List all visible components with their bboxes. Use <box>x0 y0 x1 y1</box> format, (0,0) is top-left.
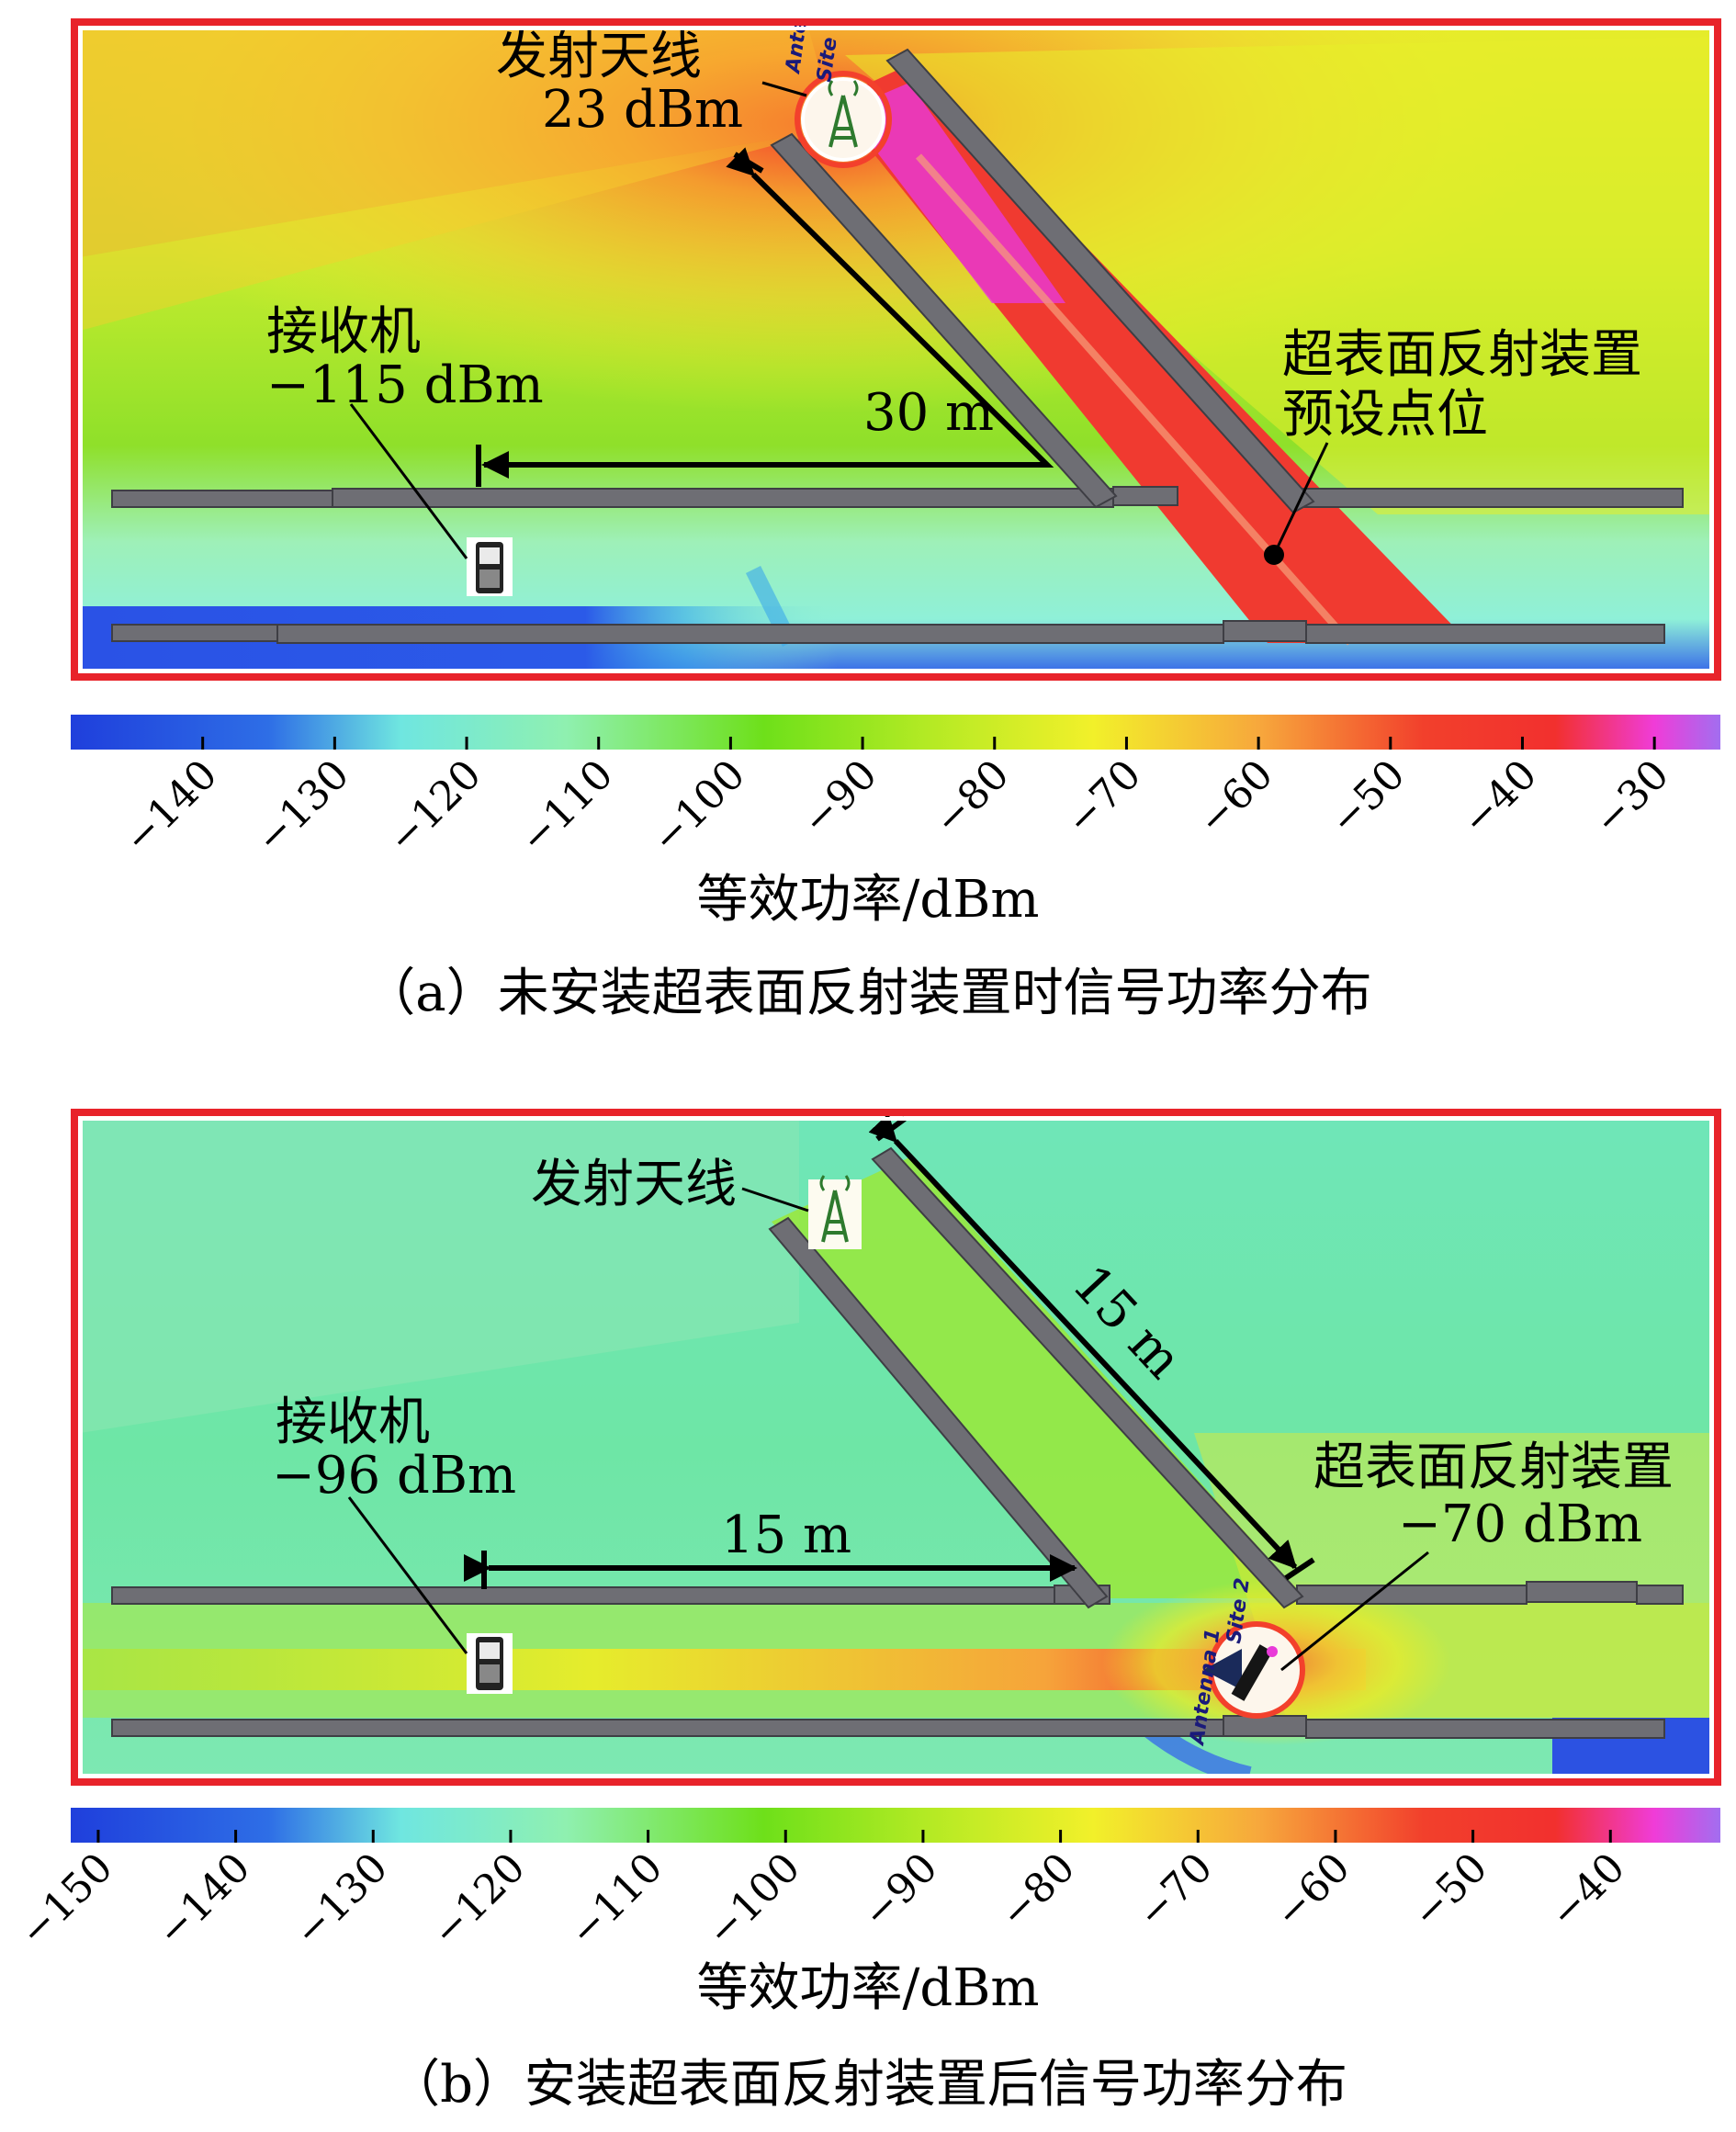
colorbar-tick-label: −60 <box>1189 751 1282 845</box>
transmitter-icon-b <box>808 1175 862 1249</box>
rx-label-b: 接收机 <box>276 1393 430 1452</box>
colorbar-a-label: 等效功率/dBm <box>697 870 1040 930</box>
caption-a: （a）未安装超表面反射装置时信号功率分布 <box>364 964 1371 1023</box>
colorbar-tick-label: −90 <box>793 751 886 845</box>
colorbar-tick-label: −40 <box>1453 751 1547 845</box>
colorbar-a-ticks: −140 −130 −120 −110 −100 −90 −80 −70 −60 −50 −40 −3… <box>115 737 1678 863</box>
panel-a-frame <box>71 18 1721 681</box>
metasurface-label-b: 超表面反射装置 <box>1313 1438 1674 1497</box>
metasurface-reflector-icon <box>1203 1621 1305 1719</box>
colorbar-tick-label: −100 <box>698 1844 810 1957</box>
rx-power-b: −96 dBm <box>272 1446 516 1506</box>
colorbar-tick-label: −90 <box>853 1844 947 1938</box>
colorbar-tick-label: −130 <box>247 751 359 863</box>
distance-arrow-15m-diagonal <box>868 1113 1315 1581</box>
colorbar-tick-label: −100 <box>643 751 755 863</box>
colorbar-tick-label: −80 <box>925 751 1019 845</box>
colorbar-tick-label: −60 <box>1266 1844 1359 1938</box>
colorbar-tick-label: −30 <box>1584 751 1678 845</box>
caption-b: （b）安装超表面反射装置后信号功率分布 <box>389 2055 1347 2115</box>
colorbar-tick-label: −50 <box>1403 1844 1497 1938</box>
colorbar-tick-label: −110 <box>511 751 623 863</box>
rx-pointer-b <box>347 1496 468 1654</box>
metasurface-pointer <box>1272 442 1329 556</box>
metasurface-preset-label: 预设点位 <box>1282 385 1488 445</box>
colorbar-tick-label: −40 <box>1540 1844 1634 1938</box>
distance-label: 30 m <box>863 383 994 443</box>
distance-label-b-horizontal: 15 m <box>721 1506 851 1565</box>
colorbar-b <box>71 1808 1720 1843</box>
colorbar-tick-label: −140 <box>115 751 227 863</box>
rx-pointer <box>349 403 468 559</box>
colorbar-tick-label: −70 <box>1128 1844 1222 1938</box>
colorbar-tick-label: −80 <box>991 1844 1085 1938</box>
tx-label-b: 发射天线 <box>531 1155 737 1214</box>
metasurface-power-b: −70 dBm <box>1398 1495 1642 1554</box>
receiver-phone-icon-b <box>467 1633 513 1694</box>
receiver-phone-icon <box>467 537 513 596</box>
distance-arrow-30m <box>476 147 1054 487</box>
metasurface-preset-point <box>1264 545 1284 565</box>
colorbar-tick-label: −140 <box>148 1844 260 1957</box>
transmitter-icon <box>795 71 892 168</box>
colorbar-tick-label: −70 <box>1056 751 1150 845</box>
metasurface-label: 超表面反射装置 <box>1282 325 1642 385</box>
panel-a-walls <box>111 48 1684 644</box>
metasurface-pointer-b <box>1280 1551 1429 1672</box>
panel-b-inner-frame <box>79 1117 1713 1777</box>
tx-pointer <box>761 81 807 97</box>
panel-a-inner-frame <box>79 27 1713 672</box>
colorbar-tick-label: −120 <box>423 1844 535 1957</box>
rx-power: −115 dBm <box>266 355 544 415</box>
colorbar-a <box>71 715 1720 750</box>
tx-pointer-b <box>741 1187 809 1213</box>
colorbar-tick-label: −110 <box>560 1844 672 1957</box>
colorbar-tick-label: −130 <box>286 1844 398 1957</box>
colorbar-tick-label: −120 <box>378 751 490 863</box>
colorbar-tick-label: −150 <box>10 1844 122 1957</box>
rx-label: 接收机 <box>266 302 421 362</box>
colorbar-b-ticks: −150 −140 −130 −120 −110 −100 −90 −80 −70 −60 −50−… <box>10 1830 1634 1956</box>
tx-power: 23 dBm <box>542 80 743 140</box>
tx-label: 发射天线 <box>496 27 702 86</box>
colorbar-b-label: 等效功率/dBm <box>697 1958 1040 2018</box>
panel-b-frame <box>71 1109 1721 1786</box>
colorbar-tick-label: −50 <box>1321 751 1415 845</box>
